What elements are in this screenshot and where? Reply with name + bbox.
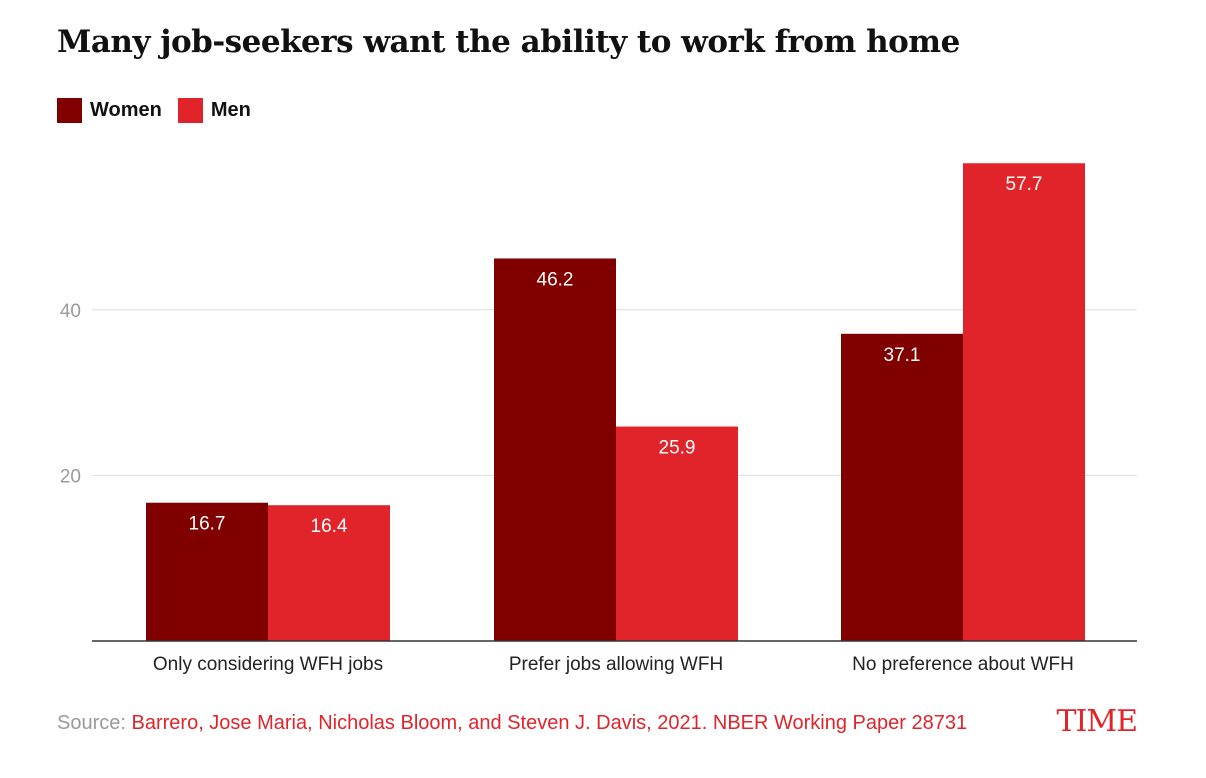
data-label: 16.4 bbox=[311, 516, 348, 537]
time-logo: TIME bbox=[1056, 704, 1138, 739]
legend-swatch-men bbox=[177, 98, 203, 123]
chart-title: Many job-seekers want the ability to wor… bbox=[57, 24, 960, 60]
bar-women bbox=[841, 333, 963, 641]
data-label: 16.7 bbox=[189, 514, 226, 535]
bar-men bbox=[268, 505, 390, 641]
x-tick-label: Prefer jobs allowing WFH bbox=[509, 654, 723, 675]
source-label: Source: bbox=[57, 712, 126, 734]
legend-item-men: Men bbox=[177, 98, 251, 123]
x-tick-label: No preference about WFH bbox=[852, 654, 1074, 675]
bar-men bbox=[616, 426, 738, 641]
data-label: 57.7 bbox=[1006, 174, 1043, 195]
bar-women bbox=[494, 258, 616, 641]
legend-swatch-women bbox=[57, 98, 82, 123]
x-tick-label: Only considering WFH jobs bbox=[153, 654, 383, 675]
source-citation: Barrero, Jose Maria, Nicholas Bloom, and… bbox=[131, 712, 968, 734]
legend-label-men: Men bbox=[210, 99, 251, 121]
data-label: 25.9 bbox=[659, 438, 696, 459]
y-tick-label: 20 bbox=[60, 466, 81, 487]
data-label: 46.2 bbox=[537, 269, 574, 290]
legend-label-women: Women bbox=[90, 99, 162, 121]
source-note: Source: Barrero, Jose Maria, Nicholas Bl… bbox=[57, 712, 967, 735]
y-tick-label: 40 bbox=[60, 301, 81, 322]
bar-men bbox=[963, 163, 1085, 641]
bar-women bbox=[146, 502, 268, 641]
legend: Women Men bbox=[57, 98, 267, 123]
legend-item-women: Women bbox=[57, 98, 162, 123]
data-label: 37.1 bbox=[884, 345, 921, 366]
